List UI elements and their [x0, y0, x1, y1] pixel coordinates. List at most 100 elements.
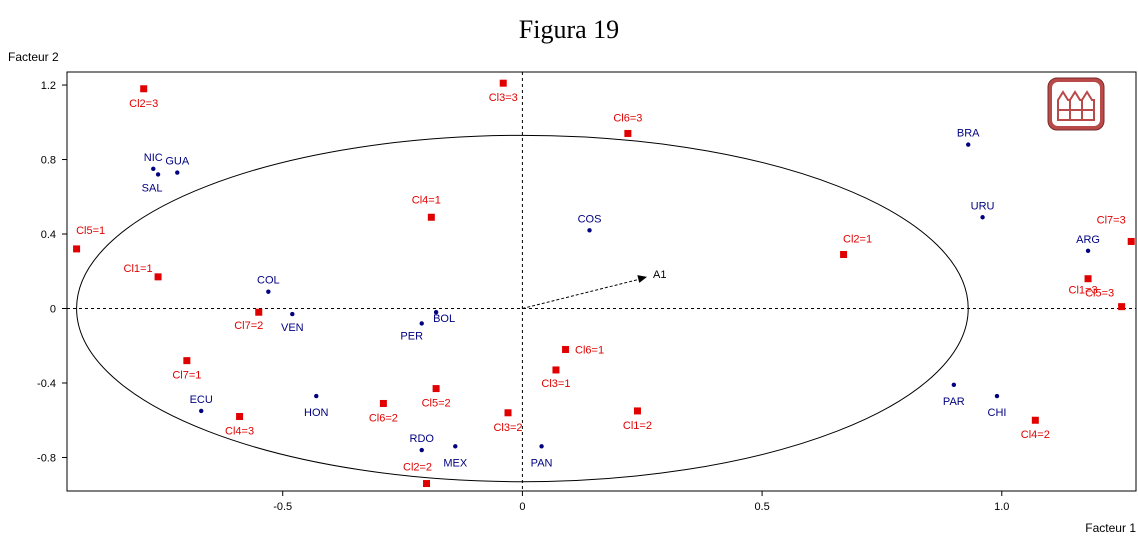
country-label: COS: [578, 213, 602, 225]
plot-frame: [66, 71, 1137, 492]
category-point: [840, 250, 848, 258]
category-point: [499, 79, 507, 87]
vector-label: A1: [653, 269, 666, 281]
category-label: Cl3=1: [541, 378, 570, 390]
y-tick-label: 0.4: [41, 229, 56, 241]
country-label: HON: [304, 407, 329, 419]
country-point: [266, 289, 271, 294]
category-point: [379, 399, 387, 407]
category-label: Cl2=2: [403, 462, 432, 474]
category-label: Cl5=3: [1085, 288, 1114, 300]
country-label: SAL: [142, 182, 163, 194]
vector-line: [522, 277, 646, 309]
country-point: [290, 311, 295, 317]
category-label: Cl7=3: [1097, 214, 1126, 226]
x-tick-label: 0: [519, 501, 525, 513]
category-points: Cl2=3 Cl3=3 Cl6=3 Cl4=1 Cl5=1 Cl1=1 Cl7=2 Cl2=1…: [73, 79, 1135, 488]
category-label: Cl1=1: [124, 263, 153, 275]
country-point: [966, 142, 971, 147]
y-tick-label: -0.8: [37, 452, 56, 464]
category-point: [255, 308, 263, 316]
category-point: [432, 385, 440, 393]
country-label: URU: [971, 200, 995, 212]
country-point: [151, 166, 156, 172]
country-point: [587, 228, 592, 233]
country-point: [199, 408, 204, 414]
category-point: [423, 480, 431, 488]
category-point: [1127, 237, 1135, 245]
country-point: [1085, 248, 1091, 253]
y-tick-label: 0: [50, 304, 56, 316]
x-tick-label: 0.5: [754, 501, 769, 513]
country-label: NIC: [144, 152, 163, 164]
category-point: [73, 245, 81, 253]
country-point: [155, 172, 161, 177]
country-label: BRA: [957, 128, 980, 140]
category-label: Cl6=2: [369, 412, 398, 424]
category-point: [1118, 303, 1126, 311]
country-label: PER: [400, 330, 423, 342]
chart-title: Figura 19: [519, 15, 619, 44]
category-label: Cl4=2: [1021, 429, 1050, 441]
country-label: CHI: [988, 407, 1007, 419]
country-label: RDO: [410, 433, 435, 445]
category-point: [624, 129, 632, 137]
vector-arrowhead: [637, 275, 648, 283]
category-point: [183, 357, 191, 365]
y-tick-label: 1.2: [41, 80, 56, 92]
category-label: Cl6=1: [575, 344, 604, 356]
category-label: Cl4=3: [225, 426, 254, 438]
category-label: Cl7=1: [172, 370, 201, 382]
ellipse-group: [76, 134, 969, 483]
category-label: Cl3=2: [493, 422, 522, 434]
category-point: [1031, 416, 1039, 424]
country-point: [419, 447, 424, 453]
country-label: ARG: [1076, 234, 1100, 246]
category-point: [633, 407, 641, 415]
zero-lines: [67, 72, 1136, 491]
category-point: [1084, 275, 1092, 283]
y-tick-label: -0.4: [37, 378, 56, 390]
country-point: [951, 382, 957, 388]
category-label: Cl7=2: [234, 320, 263, 332]
country-point: [980, 215, 985, 220]
country-label: PAN: [531, 457, 553, 469]
castle-logo: [1047, 77, 1105, 131]
category-label: Cl1=2: [623, 420, 652, 432]
y-tick-label: 0.8: [41, 155, 56, 167]
country-point: [314, 393, 319, 399]
category-point: [552, 366, 560, 374]
category-label: Cl5=1: [76, 225, 105, 237]
x-axis-title: Facteur 1: [1085, 521, 1136, 535]
category-point: [562, 345, 570, 353]
country-point: [433, 310, 439, 315]
x-tick-label: 1.0: [994, 501, 1009, 513]
category-label: Cl5=2: [422, 398, 451, 410]
x-tick-label: -0.5: [273, 501, 292, 513]
vector-group: A1: [522, 269, 667, 309]
category-label: Cl2=1: [843, 233, 872, 245]
country-point: [453, 444, 458, 449]
country-point: [994, 393, 1000, 399]
country-label: COL: [257, 275, 280, 287]
country-points: NIC SAL GUA COL VEN PER BOL ECU HON RDO MEX PAN COS B…: [142, 128, 1100, 470]
country-point: [539, 444, 544, 449]
country-label: BOL: [433, 313, 455, 325]
confidence-ellipse: [76, 134, 969, 483]
country-point: [175, 170, 180, 175]
category-point: [140, 85, 148, 93]
category-point: [504, 409, 512, 417]
y-axis-title: Facteur 2: [8, 50, 59, 64]
country-label: PAR: [943, 396, 965, 408]
country-label: VEN: [281, 322, 304, 334]
category-label: Cl3=3: [489, 92, 518, 104]
category-point: [154, 273, 162, 281]
country-label: MEX: [443, 457, 468, 469]
category-point: [427, 213, 435, 221]
country-label: GUA: [165, 156, 190, 168]
axis-ticks: -0.5 0 0.5 1.0 -0.8 -0.4 0 0.4 0.8 1.2: [37, 80, 1009, 513]
country-point: [419, 321, 424, 326]
category-label: Cl1=3: [1069, 285, 1098, 297]
country-label: ECU: [190, 394, 213, 406]
